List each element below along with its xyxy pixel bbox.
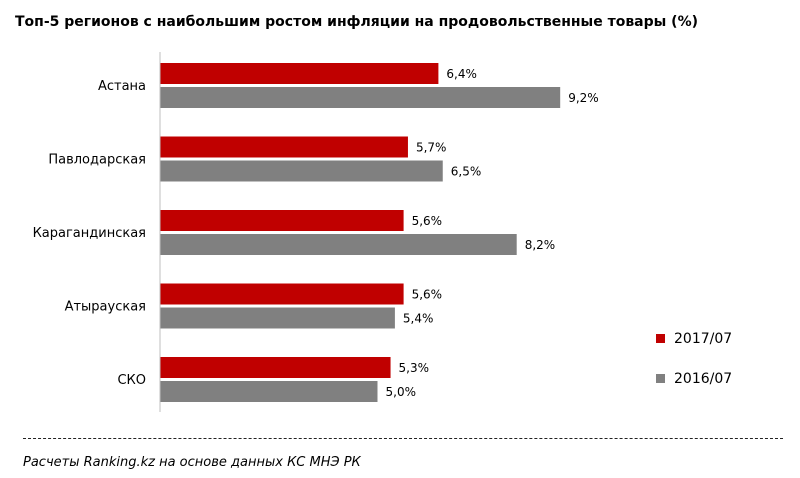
bar-2016-07-4: [160, 381, 378, 402]
category-label: Астана: [98, 79, 146, 94]
category-labels: Астана Павлодарская Карагандинская Атырауск…: [33, 79, 146, 388]
data-label: 6,5%: [451, 165, 482, 179]
legend-label: 2017/07: [674, 331, 732, 347]
legend-label: 2016/07: [674, 371, 732, 387]
chart-title: Топ-5 регионов с наибольшим ростом инфля…: [15, 14, 698, 30]
bar-2017-07-3: [160, 283, 404, 305]
data-label: 5,0%: [386, 385, 417, 399]
source-note: Расчеты Ranking.kz на основе данных КС М…: [23, 455, 361, 470]
category-label: Карагандинская: [33, 226, 146, 241]
bar-2017-07-4: [160, 357, 391, 378]
legend: 2017/07 2016/07: [656, 331, 732, 387]
dashed-divider: [23, 438, 783, 439]
data-label: 5,3%: [399, 361, 430, 375]
bar-2016-07-0: [160, 87, 561, 108]
category-label: Атырауская: [65, 300, 146, 315]
data-label: 5,6%: [412, 214, 443, 228]
bar-2016-07-1: [160, 160, 443, 182]
bars: [160, 63, 561, 402]
bar-2016-07-2: [160, 234, 517, 255]
category-label: СКО: [117, 373, 146, 388]
legend-swatch: [656, 334, 665, 343]
data-label: 9,2%: [568, 91, 599, 105]
data-label: 8,2%: [525, 238, 556, 252]
data-label: 5,4%: [403, 312, 434, 326]
bar-2016-07-3: [160, 307, 395, 329]
legend-swatch: [656, 374, 665, 383]
category-label: Павлодарская: [48, 153, 146, 168]
data-label: 5,7%: [416, 141, 447, 155]
data-label: 6,4%: [446, 67, 477, 81]
data-label: 5,6%: [412, 288, 443, 302]
bar-2017-07-0: [160, 63, 439, 84]
bar-2017-07-1: [160, 136, 408, 158]
value-labels: 6,4% 9,2% 5,7% 6,5% 5,6% 8,2% 5,6% 5,4% 5,3% 5,0%: [386, 67, 599, 399]
bar-2017-07-2: [160, 210, 404, 231]
